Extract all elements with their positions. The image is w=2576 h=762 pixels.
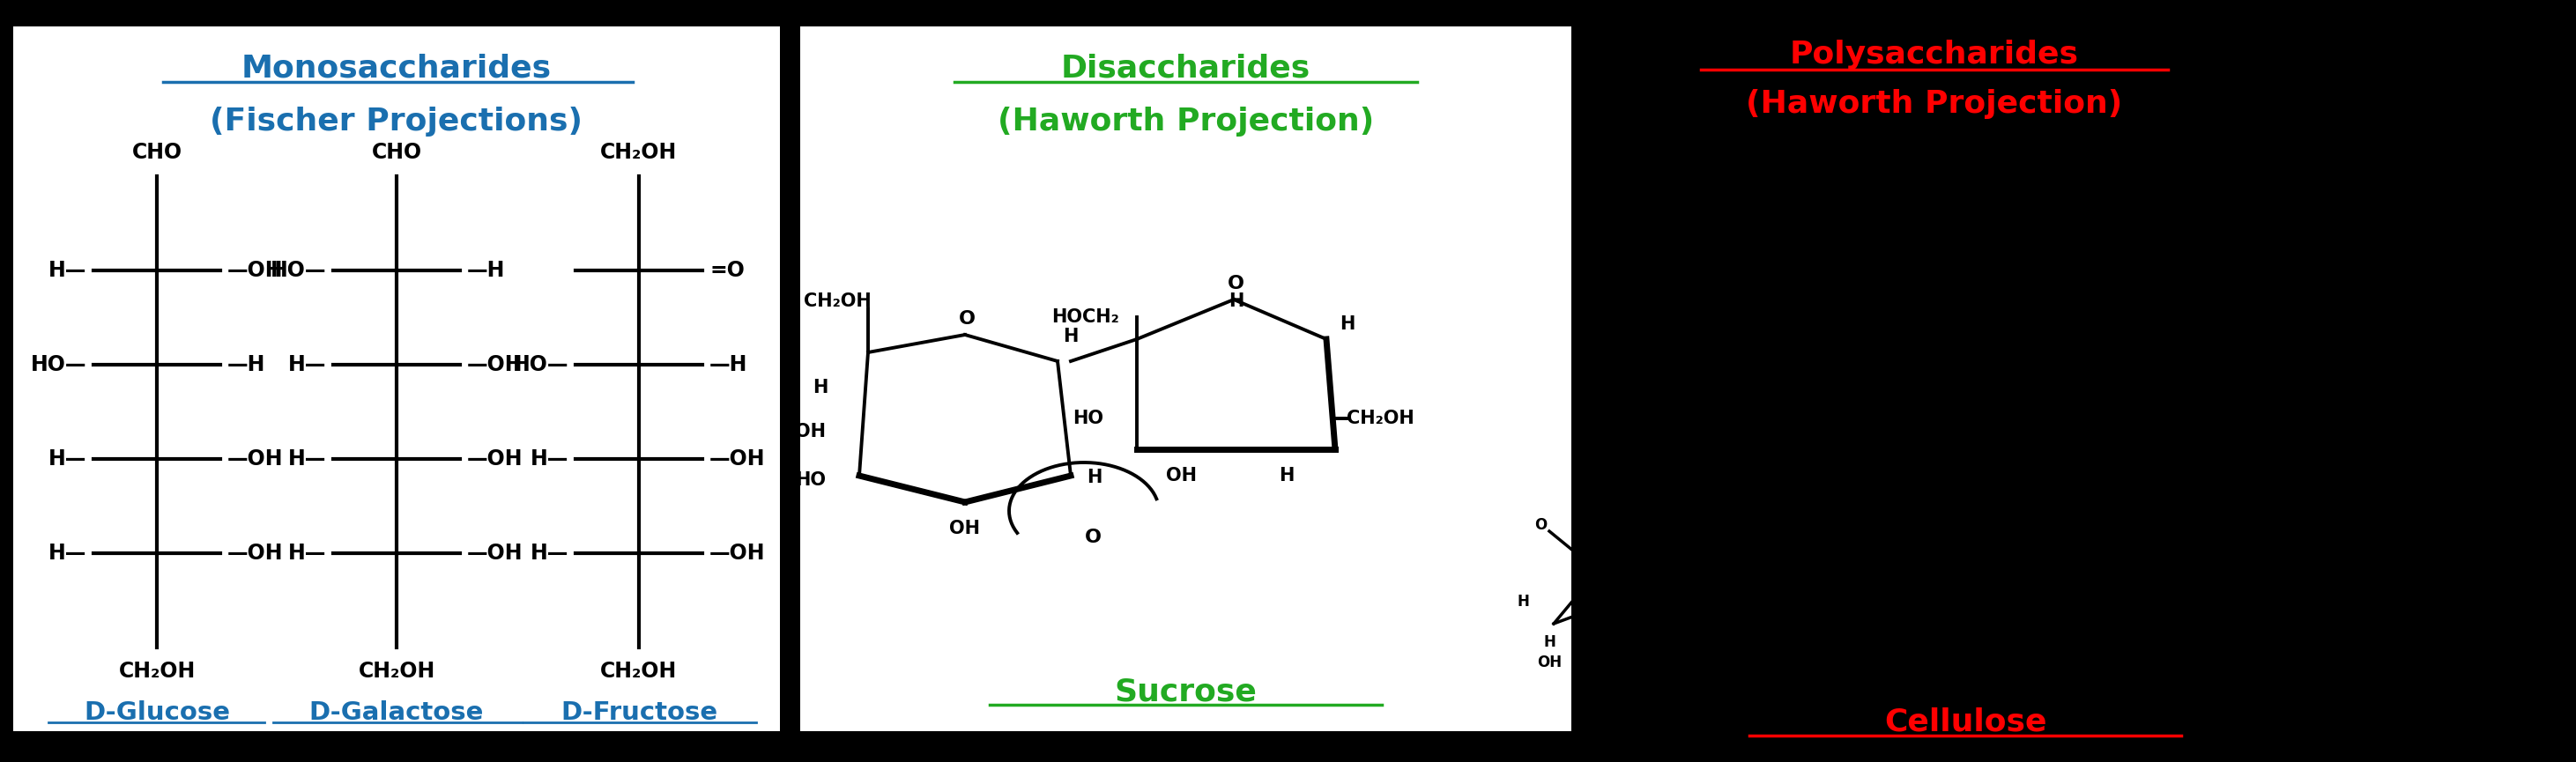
Text: O: O [2166,252,2179,267]
Text: OH: OH [796,423,827,440]
Text: H—: H— [289,354,327,375]
Text: HO: HO [1072,410,1103,427]
Text: Monosaccharides: Monosaccharides [242,54,551,84]
Text: Disaccharides: Disaccharides [1061,54,1311,84]
Text: H—: H— [531,543,569,564]
Text: OH: OH [1893,508,1919,524]
Text: —OH: —OH [466,448,523,469]
Text: (Haworth Projection): (Haworth Projection) [1747,89,2123,119]
Text: OH: OH [1538,655,1561,671]
Text: CH₂OH: CH₂OH [2102,207,2156,222]
Text: CH₂OH: CH₂OH [804,293,871,310]
Text: H: H [2087,427,2099,442]
Text: H: H [1893,479,1906,495]
Text: CH₂OH: CH₂OH [600,661,677,682]
Text: H: H [1087,469,1103,486]
Text: n: n [2342,459,2357,480]
Text: H: H [1543,634,1556,650]
Text: H—: H— [531,448,569,469]
Text: OH: OH [951,520,981,537]
Text: HO: HO [1582,600,1605,616]
Text: —H: —H [466,260,505,281]
Text: OH: OH [2501,306,2527,322]
Text: HO—: HO— [513,354,569,375]
Text: —OH: —OH [227,260,283,281]
Text: H—: H— [49,543,88,564]
FancyBboxPatch shape [801,27,1571,732]
Text: H: H [1229,293,1244,310]
Text: H: H [1517,594,1530,610]
Text: O: O [958,310,976,328]
Text: CHO: CHO [131,142,183,163]
Text: —OH: —OH [227,448,283,469]
Text: (Haworth Projection): (Haworth Projection) [997,107,1373,136]
Text: H: H [1280,467,1293,485]
Text: O: O [1865,328,1880,344]
Text: —H: —H [708,354,747,375]
Text: O: O [1584,578,1597,594]
Text: Polysaccharides: Polysaccharides [1790,40,2079,69]
Text: Sucrose: Sucrose [1115,677,1257,706]
Text: O: O [2061,275,2074,291]
Text: O: O [2267,200,2280,216]
Text: H—: H— [289,543,327,564]
Text: CH₂OH: CH₂OH [358,661,435,682]
Text: —OH: —OH [227,543,283,564]
Text: —OH: —OH [466,543,523,564]
Text: O: O [1226,275,1244,293]
Text: OH: OH [1803,456,1829,471]
Text: O: O [2460,126,2473,142]
Text: H—: H— [49,448,88,469]
Text: H: H [1064,328,1079,345]
Text: HO—: HO— [31,354,88,375]
Text: CH₂OH: CH₂OH [2321,109,2378,125]
Text: O: O [1971,305,1986,321]
Text: O: O [1535,517,1546,533]
Text: D-Galactose: D-Galactose [309,700,484,725]
Text: —OH: —OH [708,543,765,564]
Text: H: H [2231,277,2244,293]
Text: OH: OH [1610,508,1636,524]
Text: H: H [1816,427,1829,442]
Text: CH₂OH: CH₂OH [600,142,677,163]
Text: =O: =O [708,260,744,281]
Text: O: O [1777,357,1790,373]
Text: OH: OH [2282,402,2306,418]
Text: H—: H— [289,448,327,469]
Text: CH₂OH: CH₂OH [1347,410,1414,427]
Text: D-Fructose: D-Fructose [562,700,719,725]
Text: H: H [1340,315,1355,333]
Text: HO: HO [796,471,827,489]
Text: CH₂OH: CH₂OH [1909,259,1963,275]
Text: (Fischer Projections): (Fischer Projections) [211,107,582,136]
Text: H—: H— [49,260,88,281]
Text: CH₂OH: CH₂OH [118,661,196,682]
Text: HOCH₂: HOCH₂ [1051,309,1118,326]
Text: HO—: HO— [270,260,327,281]
Text: D-Glucose: D-Glucose [85,700,229,725]
Text: Cellulose: Cellulose [1883,707,2045,738]
Text: O: O [2532,101,2545,117]
Text: CHO: CHO [371,142,422,163]
Text: CH₂OH: CH₂OH [1713,312,1767,328]
Text: H: H [2009,373,2022,389]
Text: —H: —H [227,354,265,375]
Text: H: H [814,379,829,396]
Text: O: O [1084,529,1100,546]
Text: OH: OH [2087,456,2112,471]
Text: H: H [2501,277,2514,293]
Text: O: O [2385,155,2398,171]
Text: OH: OH [1999,402,2022,418]
Text: OH: OH [2218,306,2244,322]
Text: —OH: —OH [466,354,523,375]
Text: —OH: —OH [708,448,765,469]
Text: H: H [2282,373,2293,389]
FancyBboxPatch shape [13,27,781,732]
Text: OH: OH [1164,467,1195,485]
Text: H: H [1623,479,1636,495]
